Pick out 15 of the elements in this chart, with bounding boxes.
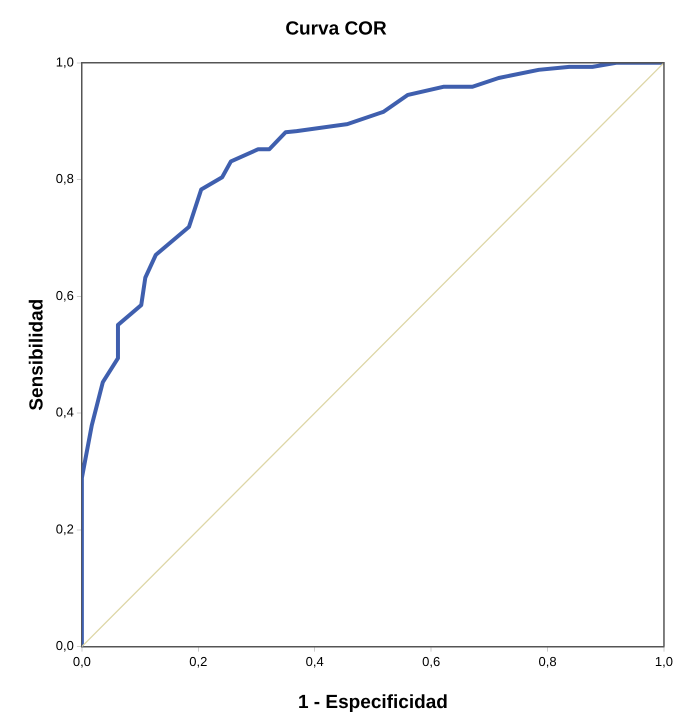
x-tick-label: 0,4 bbox=[306, 654, 324, 669]
chart-title: Curva COR bbox=[285, 18, 387, 40]
x-tick-label: 1,0 bbox=[654, 654, 674, 669]
x-axis-title: 1 - Especificidad bbox=[298, 692, 448, 713]
x-tick-label: 0,8 bbox=[538, 654, 557, 669]
x-tick-label: 0,6 bbox=[422, 654, 440, 669]
y-tick-label: 0,2 bbox=[56, 521, 74, 536]
y-tick-label: 1,0 bbox=[56, 54, 74, 70]
y-tick-label: 0,4 bbox=[56, 404, 74, 420]
x-tick-label: 0,2 bbox=[189, 654, 208, 669]
y-axis-title: Sensibilidad bbox=[26, 298, 48, 411]
x-tick-label: 0,0 bbox=[72, 654, 91, 669]
y-tick-label: 0,8 bbox=[56, 171, 74, 186]
y-tick-label: 0,0 bbox=[56, 638, 74, 654]
y-tick-label: 0,6 bbox=[56, 288, 74, 303]
